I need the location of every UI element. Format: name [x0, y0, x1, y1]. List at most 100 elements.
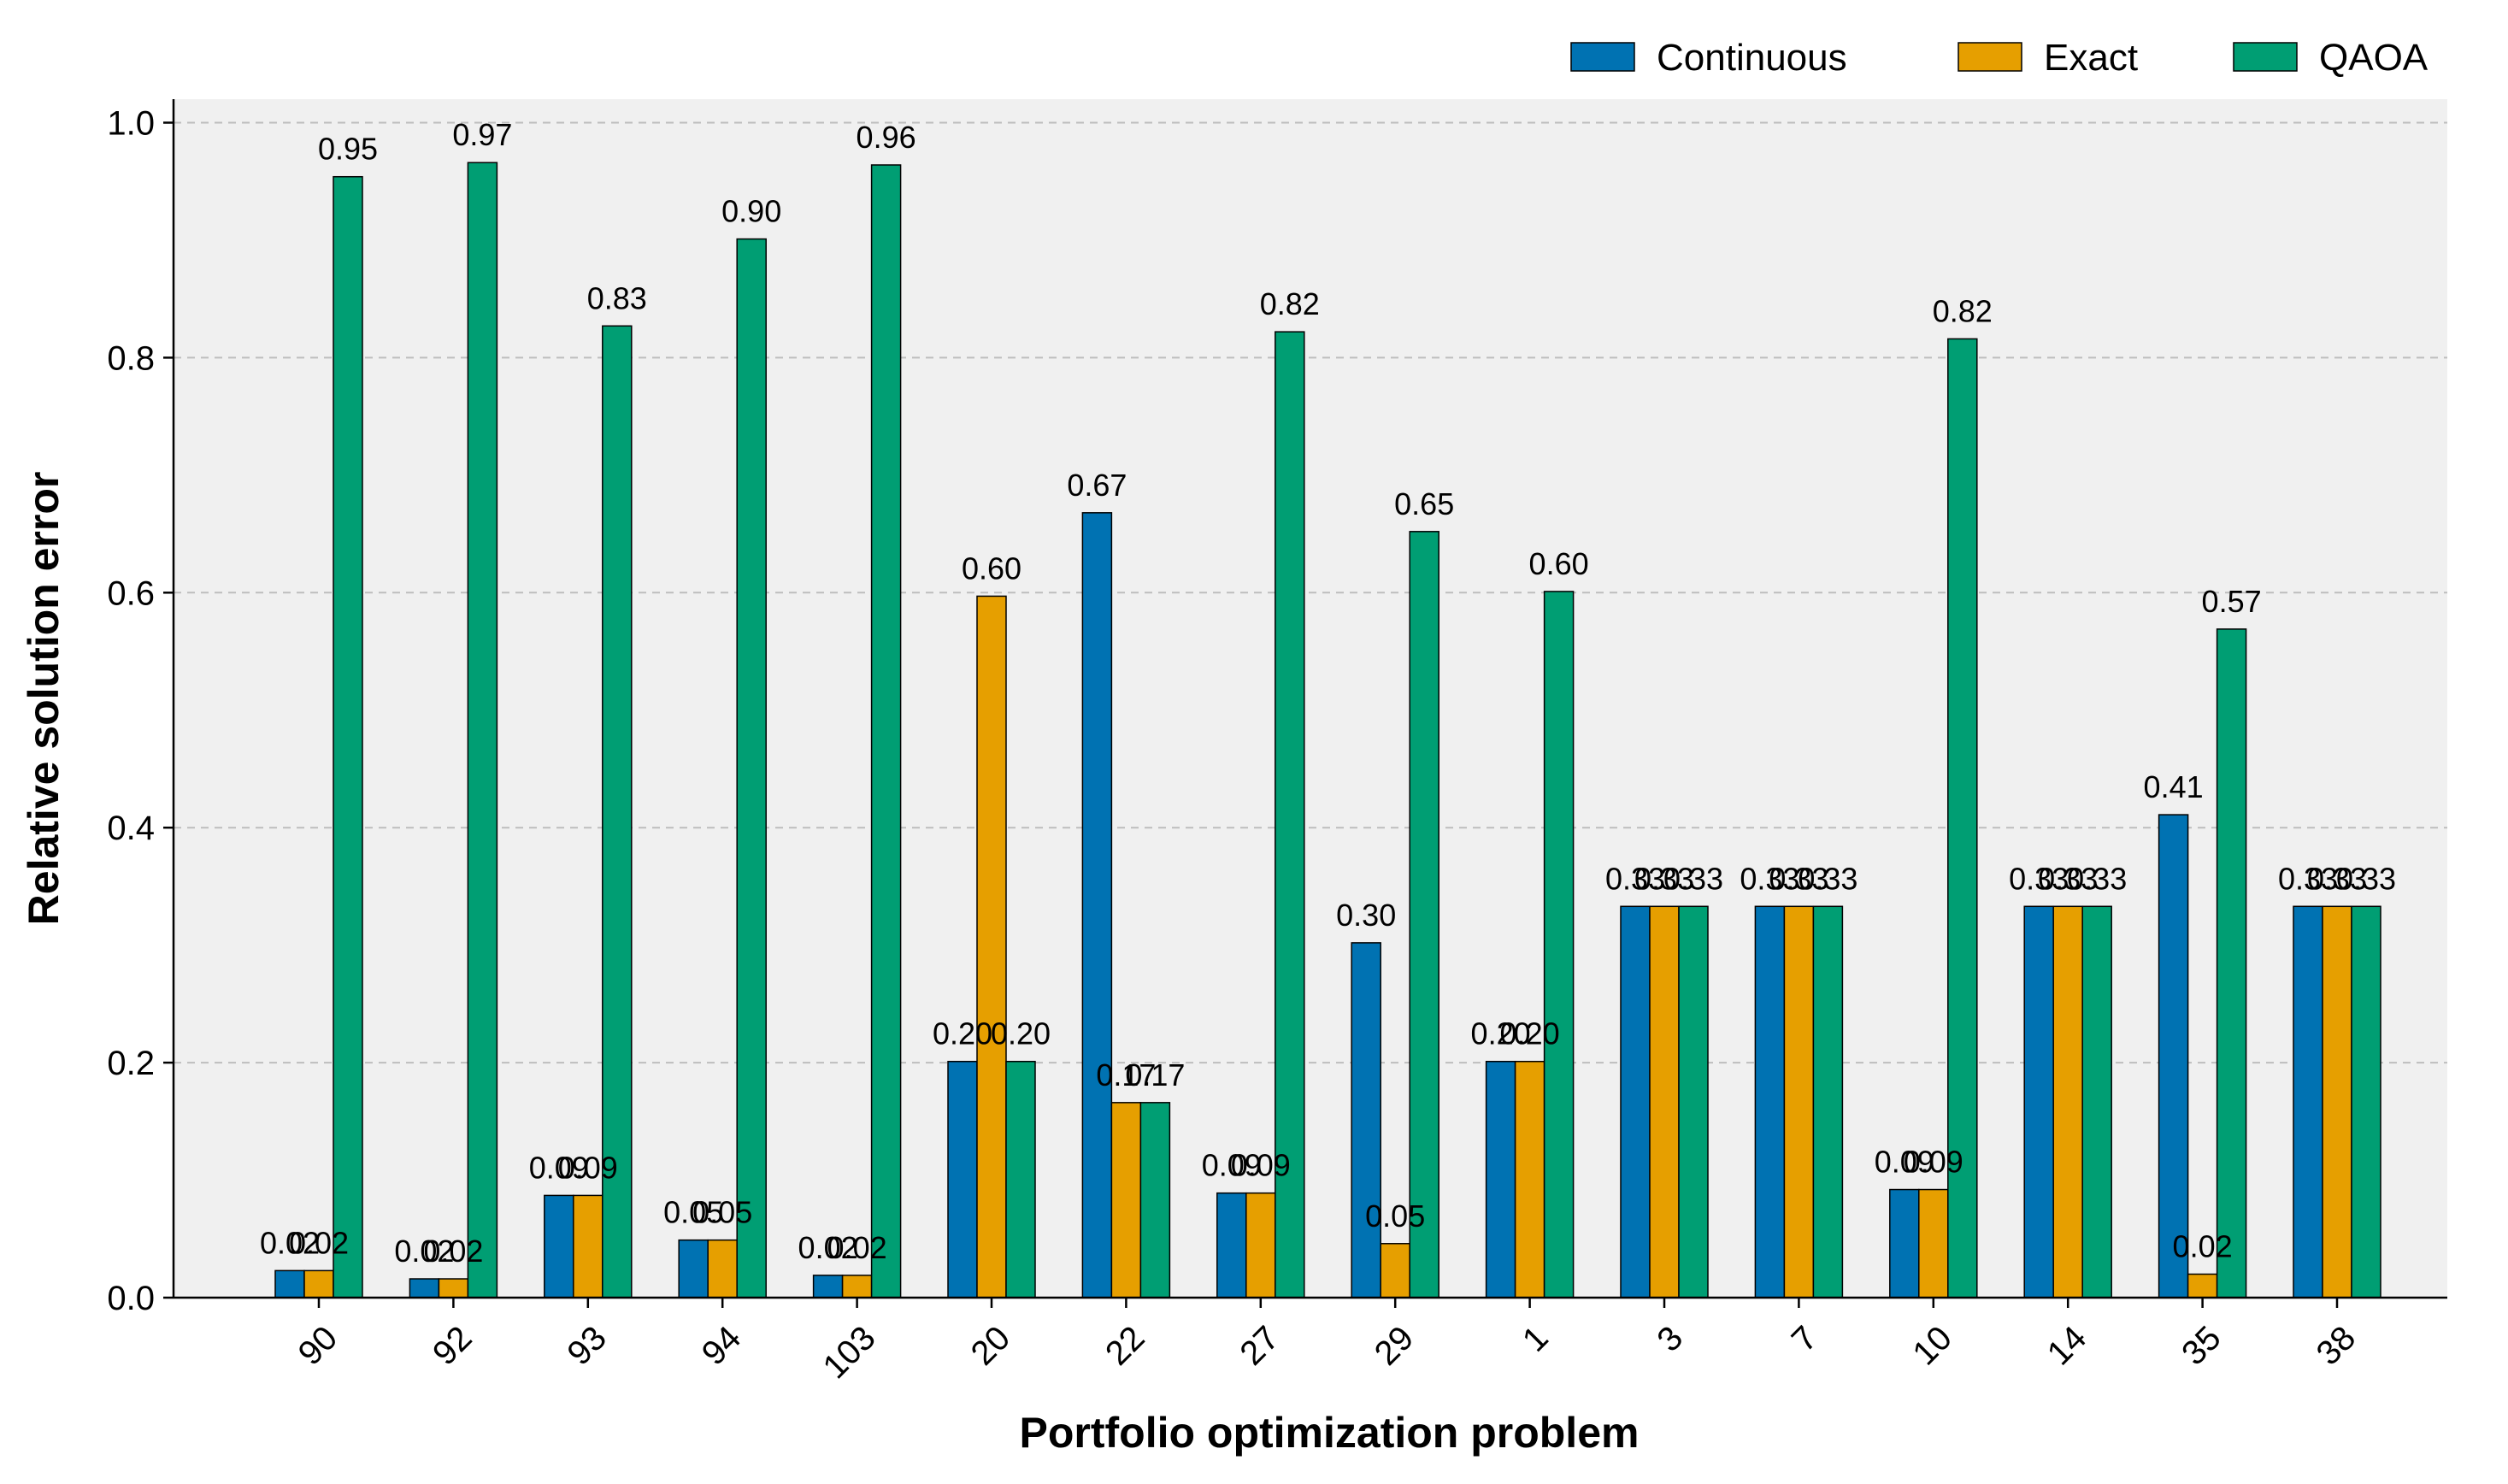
bar-exact — [303, 1269, 334, 1298]
bar-continuous — [1889, 1188, 1920, 1298]
data-label-continuous: 0.33 — [2278, 861, 2338, 896]
data-label-exact: 0.05 — [1365, 1198, 1425, 1234]
data-label-exact: 0.09 — [1904, 1145, 1963, 1180]
data-label-exact: 0.02 — [289, 1225, 349, 1260]
x-tick-label: 20 — [964, 1319, 1018, 1373]
x-tick-label: 27 — [1233, 1319, 1286, 1373]
bar-exact — [1918, 1188, 1949, 1298]
data-label-qaoa: 0.97 — [452, 117, 512, 152]
data-label-qaoa: 0.60 — [1529, 546, 1589, 581]
bar-exact — [1110, 1102, 1142, 1298]
data-labels: 0.020.020.950.020.020.970.090.090.830.05… — [260, 117, 2396, 1269]
x-tick-label: 94 — [695, 1319, 749, 1373]
y-ticks: 0.0 0.2 0.4 0.6 0.8 1.0 — [107, 104, 174, 1317]
data-label-qaoa: 0.33 — [1798, 861, 1857, 896]
bar-qaoa — [333, 175, 363, 1298]
data-label-continuous: 0.33 — [2009, 861, 2069, 896]
data-label-exact: 0.02 — [827, 1230, 887, 1265]
data-label-qaoa: 0.65 — [1394, 486, 1454, 521]
bar-qaoa — [870, 164, 902, 1298]
bar-continuous — [947, 1060, 978, 1298]
bar-exact — [1649, 905, 1680, 1298]
x-tick-label: 90 — [291, 1319, 345, 1373]
data-label-exact: 0.33 — [2038, 861, 2098, 896]
legend-swatch-exact — [1958, 42, 2022, 72]
data-label-continuous: 0.02 — [394, 1234, 454, 1269]
legend-label-continuous: Continuous — [1657, 37, 1847, 79]
x-tick-label: 3 — [1650, 1319, 1690, 1359]
bar-exact — [573, 1194, 603, 1298]
y-axis-title: Relative solution error — [20, 472, 68, 926]
data-label-qaoa: 0.82 — [1933, 293, 1993, 328]
data-label-continuous: 0.02 — [798, 1230, 858, 1265]
x-tick-label: 22 — [1098, 1319, 1152, 1373]
legend: Continuous Exact QAOA — [1570, 37, 2429, 79]
bar-qaoa — [1543, 591, 1575, 1298]
bar-exact — [976, 595, 1007, 1298]
data-label-continuous: 0.41 — [2144, 769, 2204, 804]
bar-qaoa — [2351, 905, 2381, 1298]
bar-qaoa — [2216, 628, 2247, 1298]
y-tick-label: 0.6 — [107, 574, 155, 612]
bar-qaoa — [1139, 1102, 1171, 1298]
data-label-exact: 0.02 — [423, 1234, 483, 1269]
data-label-qaoa: 0.57 — [2202, 584, 2262, 619]
data-label-qaoa: 0.82 — [1260, 286, 1320, 321]
data-label-continuous: 0.30 — [1336, 898, 1396, 933]
legend-label-qaoa: QAOA — [2319, 37, 2429, 79]
bar-continuous — [1351, 942, 1381, 1298]
bar-qaoa — [1947, 338, 1978, 1298]
data-label-qaoa: 0.96 — [857, 120, 916, 155]
x-ticks: 90 92 93 94 103 20 22 27 29 1 3 7 10 14 35 38 — [291, 1298, 2364, 1386]
data-label-continuous: 0.09 — [529, 1150, 589, 1185]
bar-exact — [1380, 1243, 1410, 1298]
x-tick-label: 7 — [1785, 1319, 1825, 1359]
data-label-continuous: 0.33 — [1605, 861, 1665, 896]
x-tick-label: 14 — [2040, 1319, 2094, 1373]
bar-exact — [1783, 905, 1815, 1298]
data-label-continuous: 0.09 — [1202, 1148, 1262, 1183]
bar-qaoa — [1678, 905, 1709, 1298]
data-label-exact: 0.02 — [2173, 1229, 2233, 1264]
x-tick-label: 1 — [1516, 1319, 1556, 1359]
data-label-qaoa: 0.95 — [318, 132, 378, 167]
bar-exact — [2052, 905, 2083, 1298]
y-tick-label: 0.0 — [107, 1280, 155, 1317]
bar-continuous — [2023, 905, 2054, 1298]
data-label-exact: 0.17 — [1096, 1057, 1156, 1092]
data-label-qaoa: 0.90 — [721, 194, 781, 229]
data-label-continuous: 0.09 — [1875, 1145, 1934, 1180]
bar-exact — [1245, 1192, 1276, 1298]
y-tick-label: 0.4 — [107, 810, 155, 847]
x-tick-label: 103 — [815, 1319, 882, 1386]
data-label-qaoa: 0.17 — [1125, 1057, 1185, 1092]
bar-qaoa — [2081, 905, 2112, 1298]
x-tick-label: 38 — [2310, 1319, 2364, 1373]
bar-continuous — [678, 1239, 709, 1298]
data-label-exact: 0.60 — [962, 551, 1021, 586]
data-label-qaoa: 0.83 — [587, 280, 647, 315]
data-label-continuous: 0.05 — [663, 1195, 723, 1230]
bar-continuous — [409, 1278, 440, 1298]
bar-continuous — [1754, 905, 1786, 1298]
x-axis-title: Portfolio optimization problem — [1020, 1409, 1640, 1457]
bar-qaoa — [602, 325, 633, 1298]
bar-qaoa — [1275, 331, 1305, 1298]
data-label-continuous: 0.33 — [1740, 861, 1799, 896]
bar-continuous — [544, 1194, 574, 1298]
bar-continuous — [1620, 905, 1651, 1298]
data-label-exact: 0.33 — [2307, 861, 2367, 896]
bar-exact — [2322, 905, 2352, 1298]
legend-swatch-continuous — [1570, 42, 1635, 72]
y-tick-label: 0.2 — [107, 1045, 155, 1082]
data-label-exact: 0.05 — [692, 1195, 752, 1230]
bar-continuous — [274, 1269, 305, 1298]
y-tick-label: 0.8 — [107, 339, 155, 377]
bar-exact — [841, 1275, 873, 1298]
x-tick-label: 92 — [426, 1319, 480, 1373]
bar-continuous — [2293, 905, 2323, 1298]
x-tick-label: 35 — [2175, 1319, 2228, 1373]
legend-label-exact: Exact — [2044, 37, 2138, 79]
